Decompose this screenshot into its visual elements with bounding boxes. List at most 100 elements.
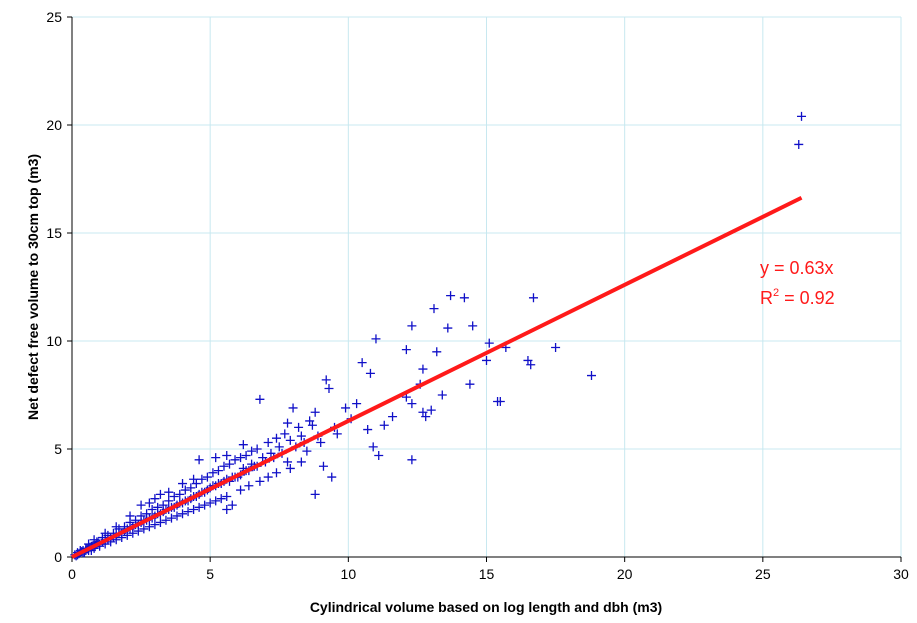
data-point [133, 526, 143, 536]
data-point [122, 530, 132, 540]
data-point [421, 412, 431, 422]
data-point [285, 435, 295, 445]
data-point [327, 472, 337, 482]
data-point [189, 474, 199, 484]
data-point [136, 500, 146, 510]
x-tick-label: 5 [206, 566, 214, 582]
data-point [230, 455, 240, 465]
data-point [271, 433, 281, 443]
data-point [164, 487, 174, 497]
data-point [153, 502, 163, 512]
data-point [197, 474, 207, 484]
data-point [426, 405, 436, 415]
data-point [189, 504, 199, 514]
data-point [194, 502, 204, 512]
gridlines [72, 16, 902, 557]
data-point [388, 412, 398, 422]
x-tick-label: 10 [341, 566, 357, 582]
data-point [341, 403, 351, 413]
data-point [139, 524, 149, 534]
data-point [794, 139, 804, 149]
r-squared-superscript: 2 [773, 287, 779, 299]
data-point [528, 293, 538, 303]
data-point [274, 442, 284, 452]
data-point [219, 461, 229, 471]
data-point [147, 504, 157, 514]
x-tick-label: 30 [893, 566, 909, 582]
data-point [271, 468, 281, 478]
data-point [180, 485, 190, 495]
data-point [172, 511, 182, 521]
data-point [211, 453, 221, 463]
r-squared-value: = 0.92 [779, 288, 835, 308]
x-tick-label: 20 [617, 566, 633, 582]
data-point [418, 364, 428, 374]
labels: Cylindrical volume based on log length a… [25, 9, 909, 615]
axes [67, 16, 902, 562]
data-point [238, 440, 248, 450]
data-point [437, 390, 447, 400]
data-points [70, 111, 807, 561]
data-point [142, 509, 152, 519]
data-point [587, 371, 597, 381]
y-tick-label: 25 [46, 9, 62, 25]
data-point [202, 472, 212, 482]
data-point [200, 500, 210, 510]
data-point [186, 483, 196, 493]
data-point [136, 511, 146, 521]
data-point [302, 446, 312, 456]
data-point [310, 489, 320, 499]
data-point [526, 360, 536, 370]
data-point [194, 455, 204, 465]
data-point [263, 438, 273, 448]
data-point [247, 446, 257, 456]
data-point [283, 418, 293, 428]
data-point [244, 481, 254, 491]
x-tick-label: 0 [68, 566, 76, 582]
data-point [285, 463, 295, 473]
data-point [111, 522, 121, 532]
data-point [241, 450, 251, 460]
data-point [321, 375, 331, 385]
data-point [208, 468, 218, 478]
data-point [205, 498, 215, 508]
data-point [363, 425, 373, 435]
y-axis-title: Net defect free volume to 30cm top (m3) [25, 154, 41, 420]
data-point [131, 515, 141, 525]
data-point [401, 345, 411, 355]
data-point [100, 528, 110, 538]
data-point [371, 334, 381, 344]
data-point [283, 457, 293, 467]
data-point [211, 496, 221, 506]
data-point [407, 455, 417, 465]
data-point [178, 479, 188, 489]
data-point [263, 472, 273, 482]
data-point [379, 420, 389, 430]
data-point [495, 396, 505, 406]
data-point [459, 293, 469, 303]
r-squared-label: R2 = 0.92 [760, 287, 835, 308]
data-point [797, 111, 807, 121]
y-tick-label: 10 [46, 333, 62, 349]
x-axis-title: Cylindrical volume based on log length a… [310, 599, 662, 615]
data-point [166, 513, 176, 523]
data-point [222, 492, 232, 502]
y-tick-label: 20 [46, 117, 62, 133]
data-point [216, 494, 226, 504]
data-point [484, 338, 494, 348]
trendline-equation: y = 0.63x [760, 258, 834, 278]
data-point [357, 358, 367, 368]
y-tick-label: 15 [46, 225, 62, 241]
data-point [365, 368, 375, 378]
data-point [164, 496, 174, 506]
x-tick-label: 15 [479, 566, 495, 582]
data-point [227, 500, 237, 510]
data-point [465, 379, 475, 389]
data-point [432, 347, 442, 357]
data-point [155, 517, 165, 527]
data-point [236, 453, 246, 463]
data-point [407, 399, 417, 409]
data-point [255, 476, 265, 486]
data-point [280, 429, 290, 439]
